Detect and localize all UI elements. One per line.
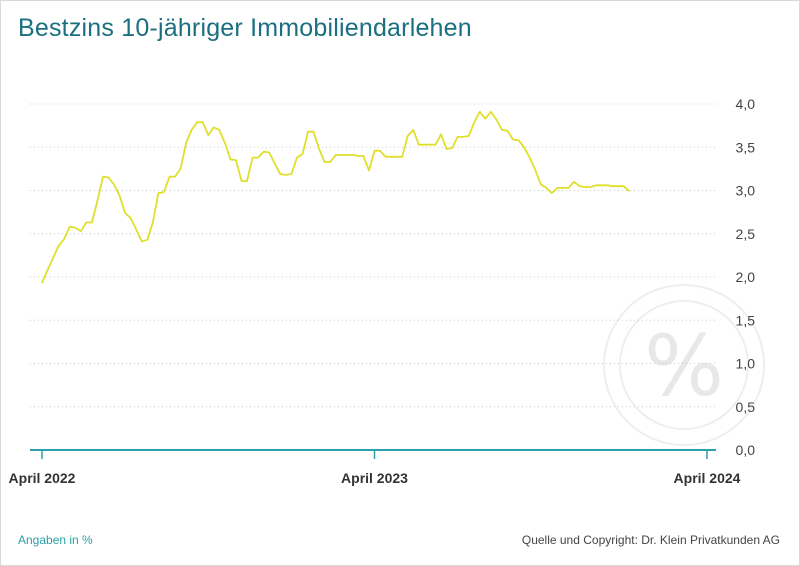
y-tick-label: 1,5 (736, 312, 756, 328)
units-note: Angaben in % (18, 533, 93, 547)
y-tick-label: 3,5 (736, 139, 756, 155)
percent-watermark-icon: % (603, 284, 765, 446)
chart-title: Bestzins 10-jähriger Immobiliendarlehen (18, 14, 472, 42)
y-tick-label: 2,0 (736, 269, 756, 285)
x-tick-label: April 2022 (9, 470, 76, 486)
y-tick-label: 2,5 (736, 226, 756, 242)
series-line (41, 110, 631, 284)
y-tick-label: 0,0 (736, 442, 756, 458)
y-tick-label: 0,5 (736, 399, 756, 415)
y-tick-label: 1,0 (736, 356, 756, 372)
x-tick-label: April 2023 (341, 470, 408, 486)
watermark-symbol: % (644, 317, 724, 415)
source-credit: Quelle und Copyright: Dr. Klein Privatku… (521, 533, 780, 547)
x-tick-label: April 2024 (674, 470, 741, 486)
y-tick-label: 4,0 (736, 96, 756, 112)
y-tick-label: 3,0 (736, 183, 756, 199)
